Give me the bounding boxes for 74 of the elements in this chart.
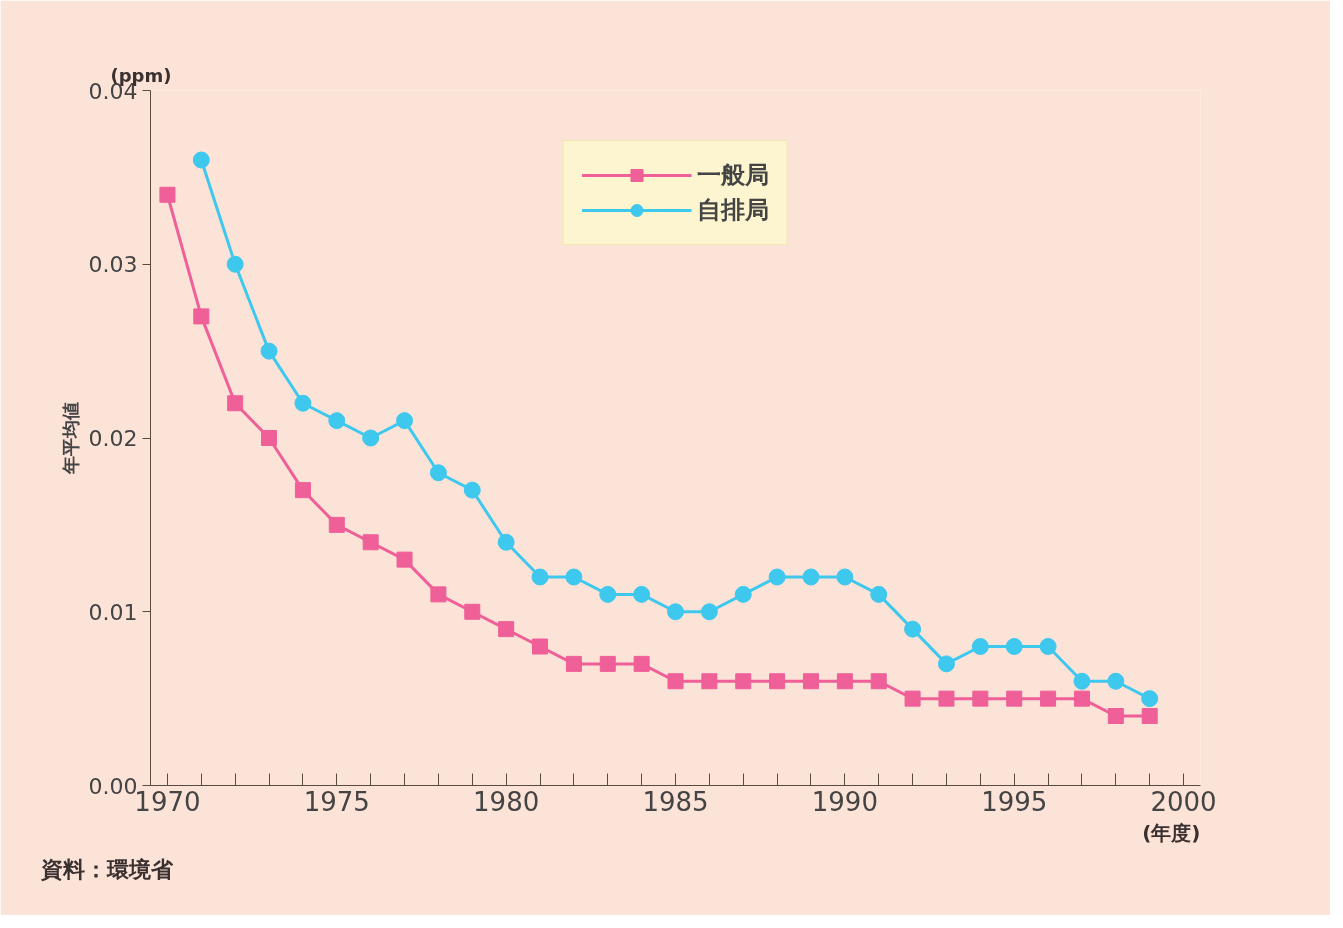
point [904, 690, 921, 707]
x-tick-label: 1990 [811, 786, 878, 817]
point [700, 603, 718, 621]
point [1141, 708, 1158, 724]
point [802, 673, 819, 690]
point [1073, 690, 1090, 707]
point [463, 481, 481, 499]
point [972, 690, 989, 707]
point [396, 551, 413, 568]
point [430, 586, 447, 603]
point [260, 342, 278, 360]
point [328, 516, 345, 533]
point [362, 534, 379, 551]
point [565, 655, 582, 672]
x-tick-label: 1985 [642, 786, 709, 817]
point [802, 568, 820, 586]
point [396, 412, 414, 430]
point [1040, 690, 1057, 707]
point [870, 585, 888, 603]
point [633, 655, 650, 672]
point [1141, 690, 1159, 708]
point [261, 430, 278, 446]
point [498, 621, 515, 638]
point [599, 585, 617, 603]
point [531, 568, 549, 586]
point [769, 673, 786, 690]
point [227, 395, 244, 412]
point [1039, 638, 1057, 655]
point [532, 638, 549, 655]
point [1073, 672, 1091, 690]
point [362, 429, 380, 447]
point [192, 151, 210, 169]
point [971, 638, 989, 655]
x-tick-label: 1980 [473, 786, 540, 817]
point [701, 673, 718, 690]
point [667, 673, 684, 690]
x-axis-title: (年度) [1142, 820, 1201, 845]
point [633, 585, 651, 603]
point [464, 603, 481, 620]
point [328, 412, 346, 430]
point [735, 673, 752, 690]
y-tick-label: 0.02 [88, 426, 138, 451]
point [599, 655, 616, 672]
point [870, 673, 887, 690]
y-tick-label: 0.00 [88, 773, 138, 799]
point [1006, 690, 1023, 707]
point [294, 394, 312, 412]
point [938, 690, 955, 707]
point [1107, 672, 1125, 690]
x-tick-label: 2000 [1150, 786, 1217, 817]
point [904, 620, 922, 638]
point [836, 673, 853, 690]
point [294, 482, 311, 499]
legend-label: 自排局 [696, 195, 769, 226]
point [159, 186, 176, 203]
y-tick-label: 0.01 [88, 599, 138, 625]
point [734, 585, 752, 603]
point [226, 255, 244, 273]
point [1107, 708, 1124, 724]
legend-label: 一般局 [696, 160, 769, 191]
point [768, 568, 786, 586]
x-tick-label: 1995 [981, 786, 1048, 817]
point [836, 568, 854, 586]
point [1005, 638, 1023, 655]
y-tick-label: 0.03 [88, 252, 138, 278]
point [429, 464, 447, 482]
y-axis-title: 年平均値 [59, 402, 81, 475]
point [565, 568, 583, 586]
text: 資料：環境省 [39, 856, 174, 882]
point [193, 308, 210, 325]
point [937, 655, 955, 673]
point [497, 533, 515, 551]
point [667, 603, 684, 621]
x-tick-label: 1975 [303, 786, 370, 817]
